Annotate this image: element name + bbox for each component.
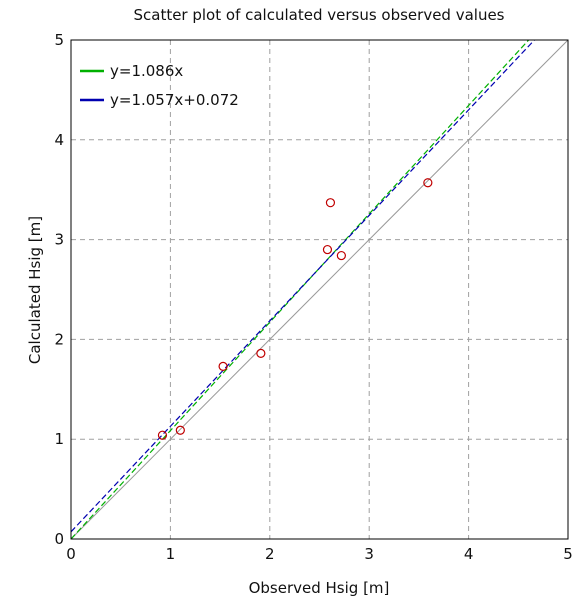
y-tick-label: 1 [54,430,64,448]
x-axis-label: Observed Hsig [m] [249,579,390,597]
reference-line-group [70,39,569,540]
scatter-point [218,361,228,371]
scatter-point [325,198,336,208]
scatter-point [256,348,266,358]
legend-label-1: y=1.086x [110,62,183,80]
scatter-point [157,430,168,440]
scatter-point [322,244,333,255]
x-tick-label: 3 [364,545,374,563]
x-tick-label: 1 [166,545,176,563]
x-tick-label: 5 [563,545,573,563]
legend: y=1.086x y=1.057x+0.072 [80,62,239,109]
y-tick-label: 3 [54,231,64,249]
plot-frame [70,39,569,540]
x-tick-label: 4 [464,545,474,563]
scatter-point [336,250,346,261]
points-group [157,178,433,440]
y-axis-label: Calculated Hsig [m] [26,216,44,364]
fit-line-2 [70,39,535,533]
scatter-point [175,425,185,435]
x-tick-label: 0 [66,545,76,563]
x-tick-label: 2 [265,545,275,563]
y-tick-label: 0 [54,530,64,548]
scatter-point [423,178,433,188]
grid [71,40,568,539]
y-tick-label: 2 [54,330,64,348]
chart-title: Scatter plot of calculated versus observ… [133,6,504,24]
fit-lines-group [70,39,535,540]
y-tick-label: 5 [54,31,64,49]
reference-line [70,39,569,540]
legend-label-2: y=1.057x+0.072 [110,91,239,109]
tick-labels: 0 1 2 3 4 5 0 1 2 3 4 5 [54,31,572,563]
y-tick-label: 4 [54,131,64,149]
